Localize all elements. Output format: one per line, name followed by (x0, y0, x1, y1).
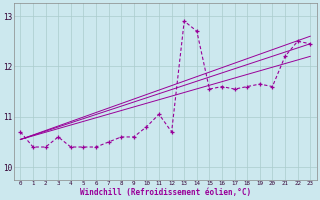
X-axis label: Windchill (Refroidissement éolien,°C): Windchill (Refroidissement éolien,°C) (80, 188, 251, 197)
